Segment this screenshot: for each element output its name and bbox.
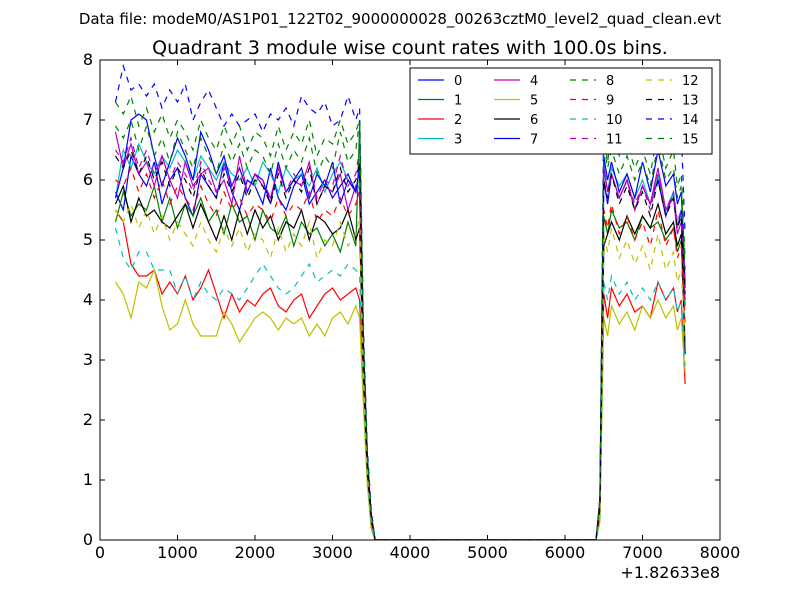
series-line-13 bbox=[114, 148, 686, 540]
legend-label-10: 10 bbox=[606, 113, 623, 128]
legend-label-0: 0 bbox=[454, 74, 462, 89]
y-tick-label: 1 bbox=[83, 470, 93, 489]
chart-title: Quadrant 3 module wise count rates with … bbox=[152, 37, 668, 59]
x-tick-label: 8000 bbox=[700, 543, 741, 562]
legend-label-15: 15 bbox=[682, 133, 699, 148]
x-tick-label: 1000 bbox=[157, 543, 198, 562]
legend-label-7: 7 bbox=[530, 133, 538, 148]
series-line-1 bbox=[114, 125, 686, 540]
series-line-5 bbox=[114, 268, 686, 540]
series-line-9 bbox=[115, 166, 686, 540]
legend-label-2: 2 bbox=[454, 113, 462, 128]
y-tick-label: 2 bbox=[83, 410, 93, 429]
legend-box bbox=[409, 67, 713, 155]
x-tick-label: 6000 bbox=[545, 543, 586, 562]
legend-label-13: 13 bbox=[682, 94, 699, 109]
axis-ticks: 0 1000 2000 3000 4000 5000 6000 7000 80000123456… bbox=[83, 50, 741, 562]
x-tick-label: 3000 bbox=[312, 543, 353, 562]
x-tick-label: 0 bbox=[95, 543, 105, 562]
series-line-8 bbox=[114, 118, 686, 540]
y-tick-label: 8 bbox=[83, 50, 93, 69]
y-tick-label: 0 bbox=[83, 530, 93, 549]
legend-label-1: 1 bbox=[454, 94, 462, 109]
legend-label-4: 4 bbox=[530, 74, 538, 89]
y-tick-label: 6 bbox=[83, 170, 93, 189]
legend-label-9: 9 bbox=[606, 94, 614, 109]
series-line-10 bbox=[114, 227, 686, 540]
y-tick-label: 3 bbox=[83, 350, 93, 369]
x-tick-label: 2000 bbox=[235, 543, 276, 562]
legend-label-12: 12 bbox=[682, 74, 699, 89]
series-line-12 bbox=[114, 202, 686, 540]
x-offset-label: +1.82633e8 bbox=[620, 563, 720, 582]
legend-label-8: 8 bbox=[606, 74, 614, 89]
legend-label-3: 3 bbox=[454, 133, 462, 148]
legend-label-11: 11 bbox=[606, 133, 623, 148]
legend-label-14: 14 bbox=[682, 113, 699, 128]
y-tick-label: 5 bbox=[83, 230, 93, 249]
x-tick-label: 5000 bbox=[467, 543, 508, 562]
series-line-6 bbox=[114, 184, 686, 540]
legend-label-5: 5 bbox=[530, 94, 538, 109]
series-layer bbox=[114, 63, 686, 540]
legend-label-6: 6 bbox=[530, 113, 538, 128]
y-tick-label: 4 bbox=[83, 290, 93, 309]
chart-suptitle: Data file: modeM0/AS1P01_122T02_90000000… bbox=[79, 10, 721, 29]
x-tick-label: 7000 bbox=[622, 543, 663, 562]
series-line-11 bbox=[114, 135, 686, 540]
x-tick-label: 4000 bbox=[390, 543, 431, 562]
y-tick-label: 7 bbox=[83, 110, 93, 129]
